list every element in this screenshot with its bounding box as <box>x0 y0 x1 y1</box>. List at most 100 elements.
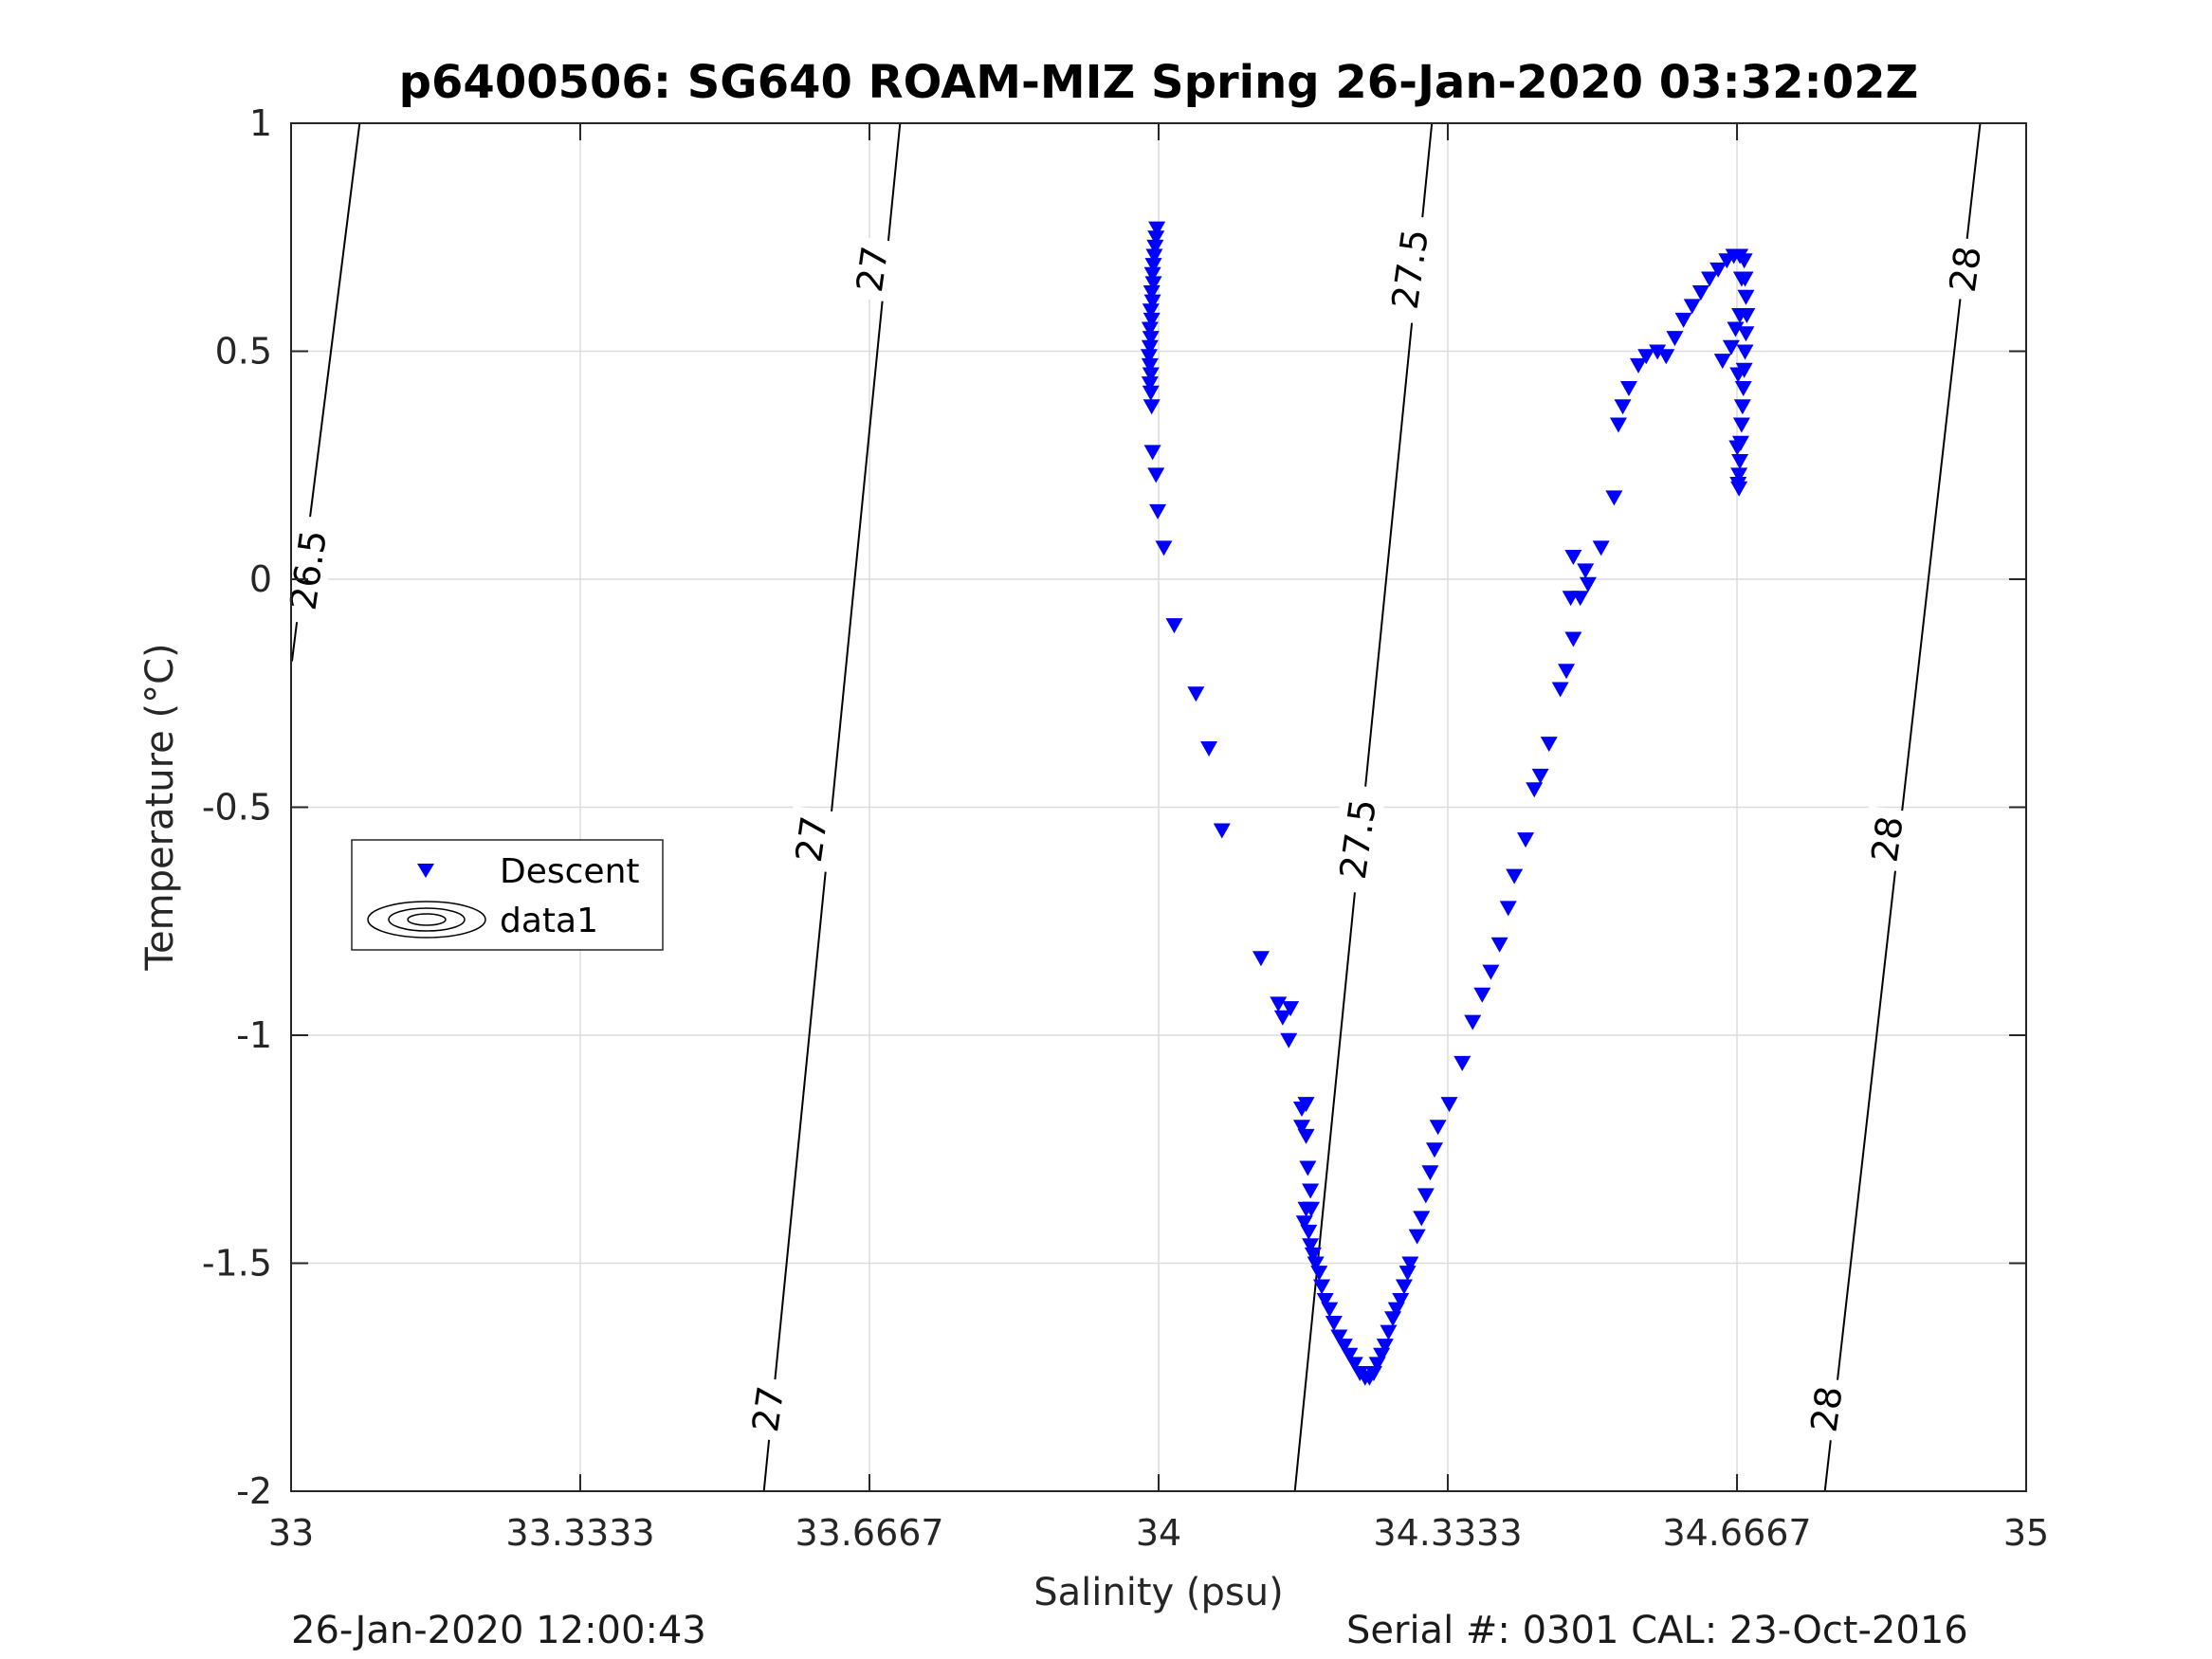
chart-title: p6400506: SG640 ROAM-MIZ Spring 26-Jan-2… <box>399 56 1919 109</box>
legend: Descent data1 <box>351 839 664 951</box>
x-tick-label: 35 <box>2003 1512 2049 1554</box>
descent-point <box>1144 258 1162 274</box>
contour-label: 27 <box>845 235 898 302</box>
descent-point <box>1141 376 1159 392</box>
descent-point <box>1142 385 1160 401</box>
descent-point <box>1200 740 1218 757</box>
descent-point <box>1691 284 1709 301</box>
contour-label: 27 <box>740 1376 794 1443</box>
y-tick-label: 0.5 <box>215 331 272 373</box>
descent-point <box>1558 664 1576 680</box>
descent-point <box>1683 299 1701 315</box>
x-tick-label: 33.6667 <box>795 1512 943 1554</box>
contour-label-text: 28 <box>1802 1383 1850 1434</box>
descent-point <box>1666 331 1684 347</box>
descent-point <box>1143 312 1161 328</box>
contour-label-background <box>784 806 837 872</box>
legend-box <box>351 839 664 951</box>
descent-point <box>1141 321 1159 337</box>
descent-point <box>1144 276 1162 292</box>
descent-point <box>1143 294 1161 310</box>
descent-point <box>1310 1266 1328 1282</box>
descent-point <box>1729 367 1747 383</box>
descent-point <box>1143 399 1161 415</box>
descent-point <box>1506 868 1524 884</box>
descent-point <box>1425 1142 1443 1158</box>
descent-point <box>1609 417 1627 433</box>
descent-point <box>1722 339 1740 356</box>
descent-point <box>1619 380 1637 396</box>
contour-label-background <box>1800 1376 1852 1443</box>
descent-point <box>1551 682 1569 698</box>
descent-point <box>1490 937 1508 953</box>
legend-label-descent: Descent <box>500 852 640 891</box>
descent-point <box>1148 221 1166 237</box>
descent-point <box>1146 239 1164 255</box>
contour-label: 28 <box>1860 806 1912 872</box>
descent-point <box>1155 540 1173 556</box>
contour-label-background <box>1860 806 1912 872</box>
descent-point <box>1713 354 1731 370</box>
y-tick-label: 1 <box>249 102 272 144</box>
descent-point <box>1730 467 1748 483</box>
descent-point <box>1429 1120 1447 1136</box>
descent-point <box>1577 563 1595 579</box>
descent-point <box>1540 737 1558 753</box>
descent-point <box>1141 357 1159 374</box>
contour-label-background <box>1938 235 1991 302</box>
isopycnal-27 <box>762 123 902 1491</box>
descent-point <box>1299 1160 1317 1176</box>
descent-point <box>1297 1097 1315 1113</box>
descent-point <box>1517 832 1535 848</box>
descent-point <box>1303 1201 1321 1217</box>
x-tick-label: 34.6667 <box>1662 1512 1811 1554</box>
descent-point <box>1531 768 1549 784</box>
descent-point <box>1464 1014 1482 1030</box>
descent-point <box>1141 339 1159 356</box>
axis-ticks: 33 33.3333 33.6667 34 34.3333 34.6667 35 1 0.5 0 -… <box>202 102 2049 1554</box>
descent-point <box>1376 1339 1394 1355</box>
descent-point <box>1335 1339 1353 1355</box>
descent-point <box>1731 308 1749 324</box>
descent-point <box>1313 1279 1331 1295</box>
descent-point <box>1302 1183 1320 1199</box>
descent-point <box>1398 1266 1417 1282</box>
descent-point <box>1401 1256 1419 1272</box>
x-tick-label: 33.3333 <box>505 1512 654 1554</box>
descent-point <box>1734 380 1752 396</box>
descent-point <box>1737 326 1755 342</box>
descent-point <box>1252 951 1270 967</box>
descent-point <box>1440 1097 1458 1113</box>
descent-point <box>1142 367 1160 383</box>
contour-label-background <box>740 1376 794 1443</box>
descent-point <box>1417 1188 1435 1204</box>
descent-point <box>1731 453 1749 469</box>
isopycnal-28 <box>1823 123 1982 1491</box>
contour-label-text: 28 <box>1942 244 1989 295</box>
contour-label-background <box>1327 783 1386 895</box>
descent-point <box>1728 440 1746 456</box>
y-tick-label: -2 <box>236 1470 272 1512</box>
descent-point <box>1674 312 1692 328</box>
descent-point <box>1730 481 1748 497</box>
descent-point <box>1307 1256 1325 1272</box>
contour-label-background <box>1380 213 1438 325</box>
footer-serial: Serial #: 0301 CAL: 23-Oct-2016 <box>1346 1609 1968 1652</box>
descent-point <box>1392 1292 1410 1308</box>
descent-point <box>1380 1324 1398 1340</box>
contour-label-background <box>845 235 898 302</box>
contour-label: 28 <box>1800 1376 1852 1443</box>
descent-point <box>1142 303 1160 319</box>
y-tick-label: -1 <box>236 1014 272 1056</box>
contour-label-text: 28 <box>1863 813 1910 865</box>
descent-point <box>1187 686 1205 702</box>
descent-point <box>1657 349 1675 365</box>
descent-point <box>1421 1165 1439 1181</box>
contour-label-background <box>278 514 337 626</box>
x-axis-label: Salinity (psu) <box>1033 1571 1283 1614</box>
descent-point <box>1571 591 1589 607</box>
descent-point <box>1482 964 1500 980</box>
descent-point <box>1302 1238 1320 1254</box>
legend-descent-marker <box>417 864 434 878</box>
